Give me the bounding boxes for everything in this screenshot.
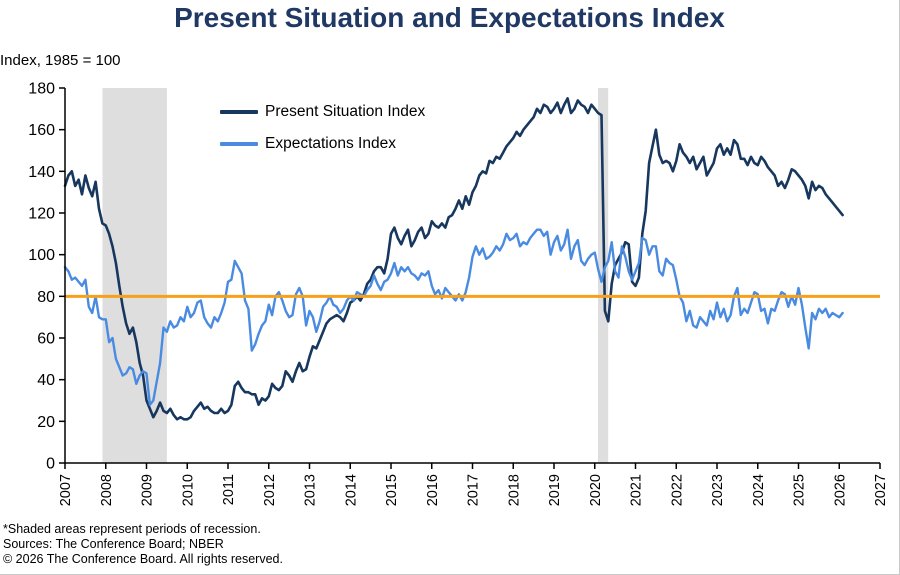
svg-text:2015: 2015 xyxy=(384,474,400,506)
svg-text:2011: 2011 xyxy=(221,474,237,505)
svg-text:180: 180 xyxy=(28,81,55,98)
line-chart: 0 20 40 60 80 100 120 140 160 180 2007 2008 2009 2010… xyxy=(28,81,889,507)
svg-text:2023: 2023 xyxy=(710,474,726,506)
chart-title: Present Situation and Expectations Index xyxy=(174,2,725,33)
svg-text:2026: 2026 xyxy=(832,474,848,506)
svg-text:2012: 2012 xyxy=(262,474,278,506)
legend-item-expectations: Expectations Index xyxy=(220,133,425,155)
chart-legend: Present Situation Index Expectations Ind… xyxy=(220,101,425,155)
svg-text:2007: 2007 xyxy=(58,474,74,506)
y-axis-note: Index, 1985 = 100 xyxy=(0,52,121,69)
svg-text:2016: 2016 xyxy=(425,474,441,506)
legend-label-present-situation: Present Situation Index xyxy=(265,103,426,120)
svg-text:2019: 2019 xyxy=(547,474,563,506)
expectations-line-swatch xyxy=(220,142,258,146)
footnotes: *Shaded areas represent periods of reces… xyxy=(3,522,283,567)
svg-text:2025: 2025 xyxy=(792,474,808,506)
svg-text:2008: 2008 xyxy=(99,474,115,506)
svg-text:2009: 2009 xyxy=(140,474,156,506)
svg-text:0: 0 xyxy=(46,456,55,473)
svg-text:2013: 2013 xyxy=(303,474,319,506)
chart-area: 0 20 40 60 80 100 120 140 160 180 2007 2008 2009 2010… xyxy=(0,74,899,524)
svg-text:120: 120 xyxy=(28,206,55,223)
svg-text:2010: 2010 xyxy=(180,474,196,506)
footnote-recession: *Shaded areas represent periods of reces… xyxy=(3,522,261,536)
svg-text:140: 140 xyxy=(28,164,55,181)
legend-label-expectations: Expectations Index xyxy=(265,135,396,152)
svg-text:2024: 2024 xyxy=(751,474,767,506)
svg-text:2021: 2021 xyxy=(629,474,645,506)
svg-text:60: 60 xyxy=(37,331,55,348)
svg-text:100: 100 xyxy=(28,247,55,264)
svg-text:2017: 2017 xyxy=(466,474,482,506)
svg-text:2022: 2022 xyxy=(669,474,685,506)
svg-text:2014: 2014 xyxy=(343,474,359,506)
svg-text:80: 80 xyxy=(37,289,55,306)
legend-item-present-situation: Present Situation Index xyxy=(220,101,425,123)
svg-text:20: 20 xyxy=(37,414,55,431)
svg-text:2020: 2020 xyxy=(588,474,604,506)
footnote-copyright: © 2026 The Conference Board. All rights … xyxy=(3,552,283,566)
svg-text:2027: 2027 xyxy=(873,474,889,506)
footnote-sources: Sources: The Conference Board; NBER xyxy=(3,537,224,551)
present-situation-line-swatch xyxy=(220,110,258,114)
svg-text:2018: 2018 xyxy=(506,474,522,506)
svg-text:160: 160 xyxy=(28,122,55,139)
svg-text:40: 40 xyxy=(37,372,55,389)
